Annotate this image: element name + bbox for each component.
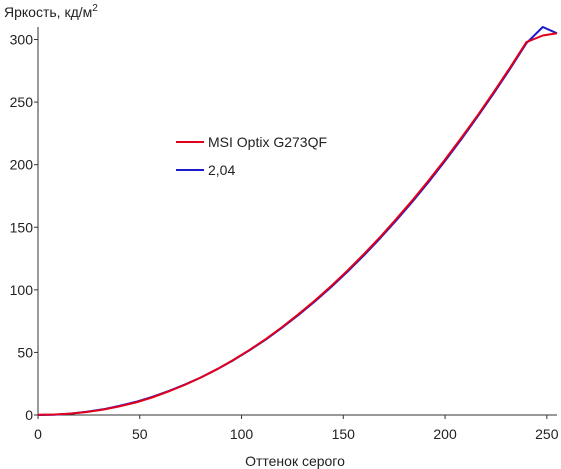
series-line-1	[37, 26, 558, 416]
series-line-0	[37, 32, 558, 416]
y-tick-label: 0	[25, 407, 33, 423]
y-tick-label: 100	[10, 282, 34, 298]
y-tick-label: 50	[17, 344, 33, 360]
x-tick-label: 50	[132, 426, 148, 442]
y-tick-label: 300	[10, 32, 34, 48]
y-axis-title: Яркость, кд/м2	[4, 3, 98, 20]
x-tick-label: 200	[433, 426, 457, 442]
legend-label: 2,04	[208, 162, 235, 178]
legend-label: MSI Optix G273QF	[208, 134, 327, 150]
x-tick-label: 150	[332, 426, 356, 442]
x-tick-label: 100	[230, 426, 254, 442]
series-lines	[37, 26, 558, 416]
tick-labels: 0 50 100 150 200 250 300 0 50 100 150 200 250	[10, 32, 559, 442]
x-tick-label: 250	[535, 426, 559, 442]
y-tick-label: 250	[10, 94, 34, 110]
x-axis-title: Оттенок серого	[245, 453, 345, 469]
y-tick-label: 200	[10, 157, 34, 173]
axes	[34, 27, 557, 419]
y-tick-label: 150	[10, 219, 34, 235]
legend: MSI Optix G273QF 2,04	[176, 134, 327, 178]
x-tick-label: 0	[34, 426, 42, 442]
